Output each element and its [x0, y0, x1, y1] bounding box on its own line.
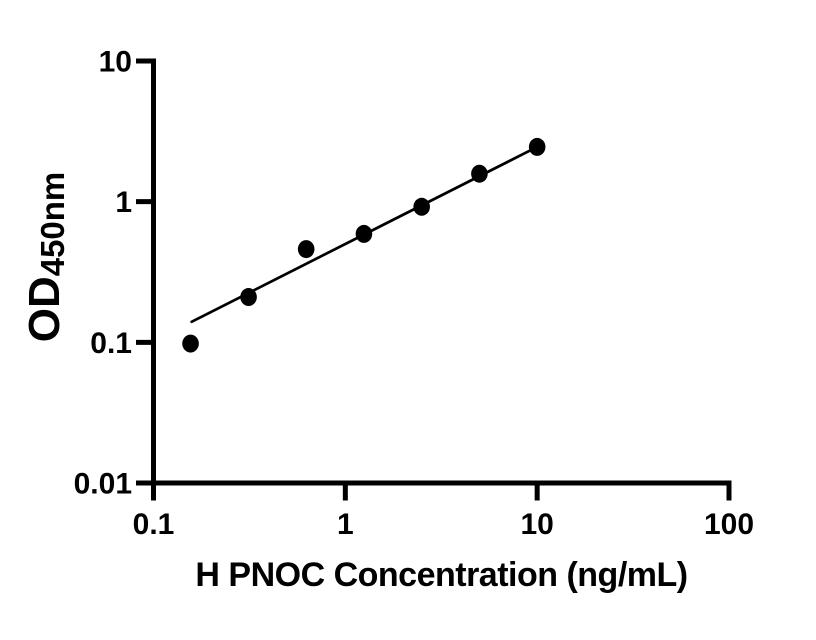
y-tick-label: 0.1: [90, 327, 132, 360]
x-tick-label: 10: [520, 508, 553, 541]
y-axis-title: OD450nm: [20, 172, 72, 343]
y-tick-label: 0.01: [74, 468, 132, 501]
x-tick-label: 100: [704, 508, 754, 541]
data-point: [182, 334, 199, 353]
data-point: [528, 137, 546, 156]
y-axis-title-main: OD: [20, 276, 69, 343]
x-axis-title: H PNOC Concentration (ng/mL): [195, 556, 688, 594]
data-point: [355, 224, 373, 243]
y-axis-title-sub: 450nm: [34, 171, 71, 277]
y-tick-label: 1: [115, 186, 132, 219]
data-point: [413, 197, 430, 216]
x-tick-label: 1: [337, 508, 354, 541]
data-point: [240, 288, 257, 307]
y-tick-label: 10: [99, 46, 132, 79]
data-point: [297, 240, 315, 259]
x-tick-label: 0.1: [133, 508, 175, 541]
data-point: [471, 164, 488, 183]
